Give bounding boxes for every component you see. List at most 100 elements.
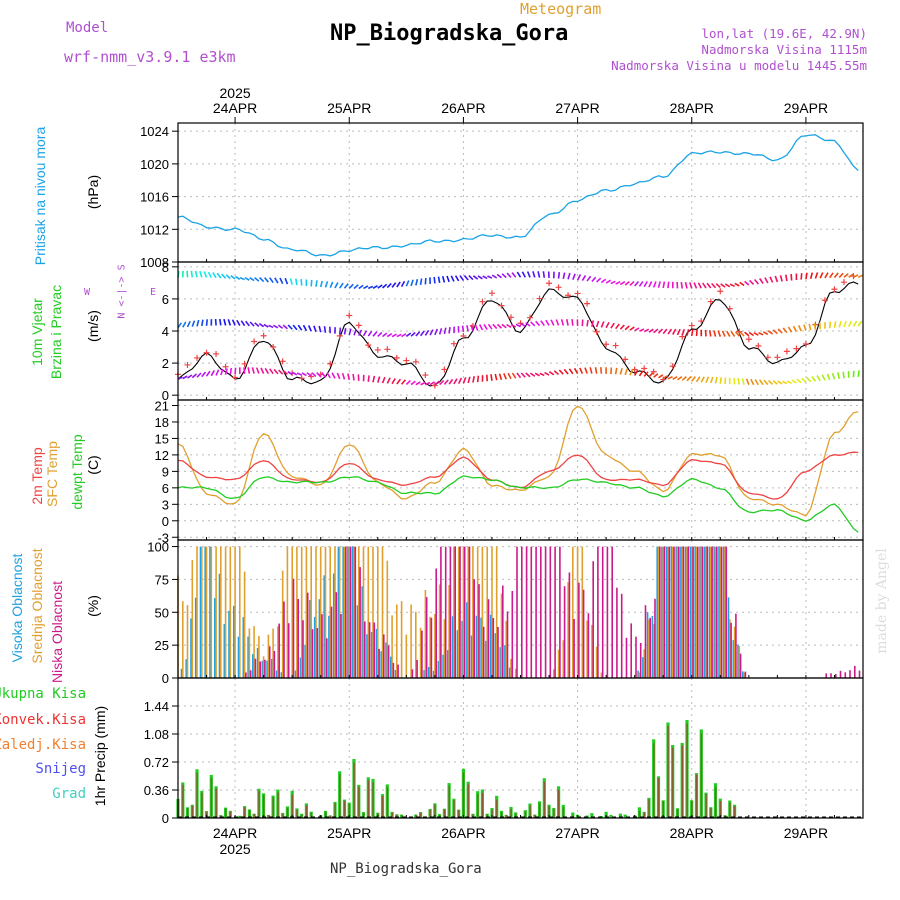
wind-direction-barb [680,281,684,289]
wind-direction-barb [704,329,707,337]
wind-direction-barb [681,328,686,336]
wind-direction-barb [363,285,369,290]
wind-direction-barb [733,377,736,385]
pressure-line [177,134,859,257]
wind-speed-marker [565,292,572,299]
wind-direction-barb [472,376,475,383]
wind-direction-barb [420,381,426,386]
precip-total-bar [604,811,608,818]
wind-speed-line [177,281,859,387]
wind-direction-barb [212,272,217,279]
wind-direction-barb [653,373,659,378]
wind-speed-marker [365,342,372,349]
wind-direction-barb [318,325,322,333]
wind-direction-barb [819,272,824,279]
wind-direction-barb [424,329,430,336]
wind-direction-barb [507,372,512,380]
wind-direction-barb [717,330,722,337]
precip-convective-bar [420,812,422,818]
wind-direction-barb [439,380,445,386]
wind-direction-barb [498,373,503,380]
precip-convective-bar [643,812,645,818]
wind-direction-barb [336,372,341,380]
wind-direction-barb [530,321,536,327]
wind-direction-barb [343,283,349,289]
wind-direction-barb [777,380,783,385]
precip-convective-bar [672,747,674,818]
precip-convective-bar [339,774,341,818]
y-tick-label: 25 [155,638,169,653]
wind-direction-barb [724,283,731,288]
wind-direction-barb [201,371,207,378]
wind-speed-marker [479,298,486,305]
wind-direction-barb [767,330,774,335]
wind-direction-barb [639,328,645,332]
wind-speed-marker [450,340,457,347]
precip-convective-bar [381,796,384,818]
wind-direction-barb [463,274,469,281]
precip-convective-bar [681,745,683,818]
wind-direction-barb [240,320,246,327]
precip-convective-bar [391,812,393,818]
wind-direction-barb [589,367,593,374]
wind-direction-barb [837,372,840,379]
precip-convective-bar [714,786,717,818]
wind-direction-barb [576,274,582,281]
precip-convective-bar [686,723,688,818]
wind-speed-marker [555,284,562,291]
wind-direction-barb [857,370,860,377]
wind-direction-barb [249,321,255,327]
wind-direction-barb [400,280,406,288]
y-tick-label: 0.72 [144,755,169,770]
wind-direction-barb [600,367,603,374]
wind-direction-barb [415,279,419,286]
wind-direction-barb [263,323,269,328]
wind-direction-barb [749,279,755,286]
wind-speed-marker [584,300,591,307]
footer-station: NP_Biogradska_Gora [330,861,482,877]
wind-direction-barb [591,320,595,327]
wind-direction-barb [405,332,412,338]
wind-direction-barb [792,325,798,333]
wind-direction-barb [438,328,443,335]
precip-convective-bar [653,743,655,818]
y-tick-label: 3 [162,497,169,512]
wind-direction-barb [273,368,279,375]
precip-convective-bar [282,813,284,818]
wind-direction-barb [586,275,592,282]
wind-direction-barb [377,331,383,338]
wind-direction-barb [273,324,279,329]
y-tick-label: 75 [155,572,169,587]
y-tick-label: 50 [155,605,169,620]
wind-direction-barb [476,375,480,383]
precip-convective-bar [505,815,507,818]
precip-convective-bar [272,797,274,818]
wind-direction-barb [681,376,687,381]
precip-convective-bar [215,788,217,818]
precip-convective-bar [700,733,703,818]
wind-direction-barb [816,375,821,382]
date-label-top: 29APR [784,100,828,116]
wind-direction-barb [619,281,626,286]
wind-direction-barb [828,321,832,329]
wind-direction-barb [307,325,312,332]
precip-convective-bar [462,772,465,818]
wind-direction-barb [821,374,826,381]
wind-direction-barb [676,328,681,336]
wind-direction-barb [223,319,227,326]
wind-direction-barb [454,275,460,282]
wind-direction-barb [221,273,227,279]
wind-speed-marker [384,346,391,353]
wind-direction-barb [695,376,701,383]
model-elevation-text: Nadmorska Visina u modelu 1445.55m [611,58,867,73]
precip-convective-bar [500,812,503,818]
wind-direction-barb [410,380,416,386]
wind-speed-marker [688,322,695,329]
wind-direction-barb [516,372,522,379]
wind-direction-barb [292,371,298,376]
wind-direction-barb [568,368,574,375]
wind-direction-barb [296,372,303,376]
wind-direction-barb [470,324,474,332]
wind-speed-marker [745,336,752,343]
y-tick-label: -3 [157,530,169,545]
